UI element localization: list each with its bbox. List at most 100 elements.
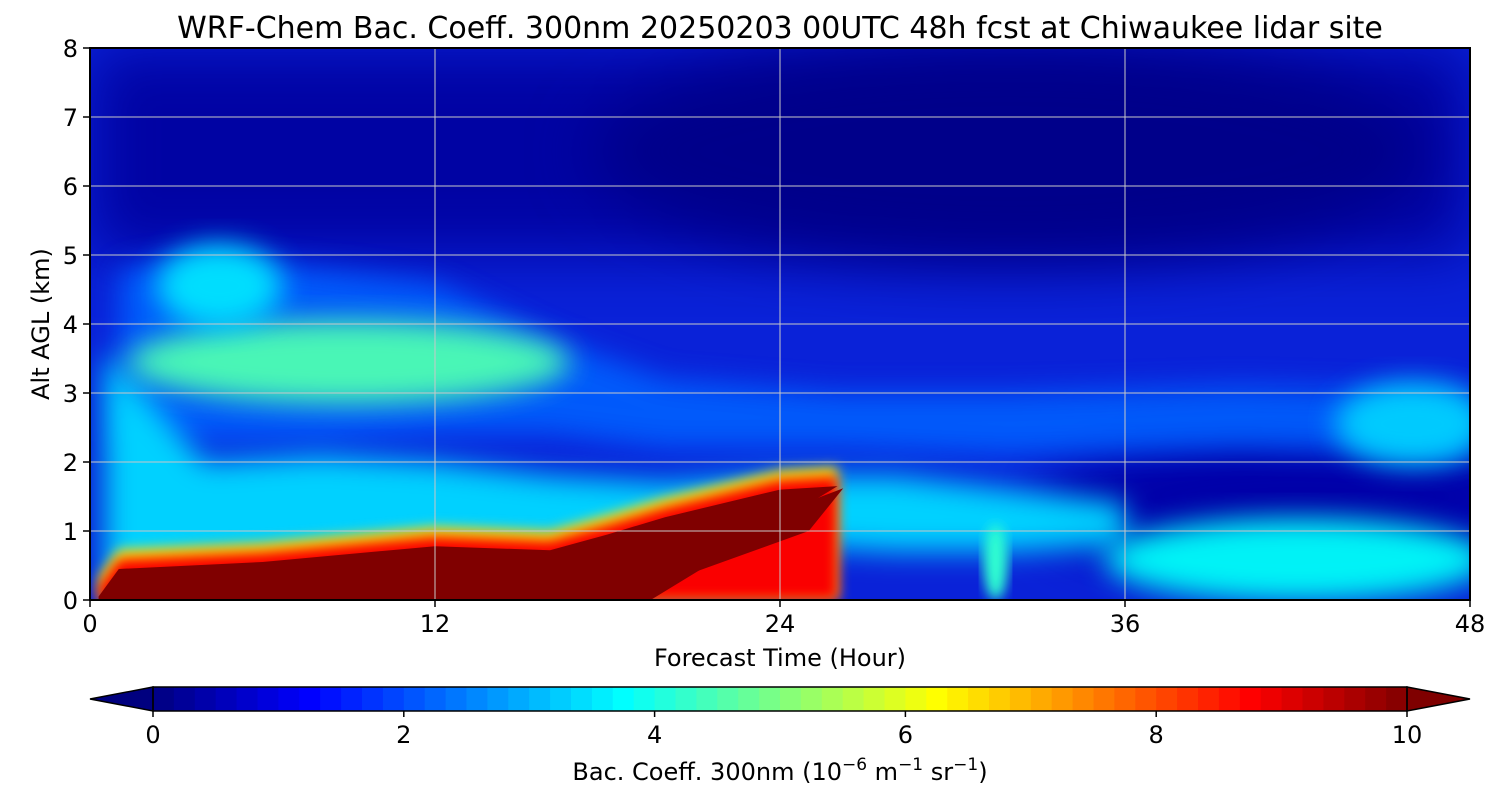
feature-2 bbox=[127, 319, 570, 404]
colorbar-segment bbox=[257, 687, 279, 711]
colorbar-label: Bac. Coeff. 300nm (10−6 m−1 sr−1) bbox=[572, 755, 987, 786]
colorbar-ticks: 0 2 4 6 8 10 bbox=[145, 711, 1422, 749]
colorbar-tick-label: 0 bbox=[145, 721, 160, 749]
x-tick-label: 48 bbox=[1455, 610, 1486, 638]
colorbar-label-mid1: m bbox=[867, 758, 898, 786]
y-tick-label: 5 bbox=[63, 242, 78, 270]
colorbar-segment bbox=[1344, 687, 1366, 711]
boundary-haze-layer bbox=[104, 351, 1125, 587]
colorbar-segment bbox=[989, 687, 1011, 711]
grid bbox=[90, 48, 1470, 600]
colorbar-segment bbox=[1365, 687, 1387, 711]
y-tick-label: 4 bbox=[63, 311, 78, 339]
chart-title: WRF-Chem Bac. Coeff. 300nm 20250203 00UT… bbox=[177, 11, 1383, 46]
colorbar-segment bbox=[466, 687, 488, 711]
colorbar-segment bbox=[821, 687, 844, 711]
y-tick-label: 3 bbox=[63, 380, 78, 408]
x-tick-label: 12 bbox=[420, 610, 451, 638]
colorbar-segment bbox=[884, 687, 906, 711]
colorbar-tick-label: 8 bbox=[1149, 721, 1164, 749]
plot-area bbox=[90, 48, 1470, 600]
colorbar-segment bbox=[1218, 687, 1241, 711]
colorbar-segment bbox=[926, 687, 948, 711]
colorbar-segment bbox=[842, 687, 865, 711]
colorbar-segment bbox=[1156, 687, 1178, 711]
colorbar-label-mid2: sr bbox=[923, 758, 953, 786]
y-tick-label: 7 bbox=[63, 104, 78, 132]
colorbar-segment bbox=[800, 687, 823, 711]
colorbar-segment bbox=[299, 687, 321, 711]
colorbar-extend-high bbox=[1406, 686, 1471, 712]
x-axis: 0 12 24 36 48 bbox=[82, 600, 1485, 638]
colorbar-tick-label: 10 bbox=[1392, 721, 1423, 749]
colorbar-segment bbox=[968, 687, 990, 711]
elevated-diffuse-layer bbox=[118, 255, 1470, 456]
x-tick-label: 24 bbox=[765, 610, 796, 638]
colorbar-segment bbox=[1009, 687, 1032, 711]
colorbar-segment bbox=[278, 687, 300, 711]
colorbar-segment bbox=[1114, 687, 1136, 711]
colorbar-segment bbox=[1323, 687, 1345, 711]
colorbar-segment bbox=[863, 687, 886, 711]
colorbar-segment bbox=[1135, 687, 1157, 711]
colorbar-segment bbox=[717, 687, 739, 711]
colorbar-frame bbox=[152, 686, 1408, 712]
colorbar-segments bbox=[153, 687, 1408, 711]
x-axis-label: Forecast Time (Hour) bbox=[654, 644, 906, 672]
colorbar-segment bbox=[905, 687, 927, 711]
colorbar-segment bbox=[696, 687, 718, 711]
colorbar-segment bbox=[320, 687, 342, 711]
y-axis: 0 1 2 3 4 5 6 7 8 bbox=[63, 35, 90, 615]
colorbar-tick-label: 4 bbox=[647, 721, 662, 749]
colorbar-segment bbox=[947, 687, 969, 711]
colorbar-segment bbox=[1260, 687, 1283, 711]
upper-clean-region bbox=[590, 48, 1430, 262]
colorbar-tick-label: 6 bbox=[898, 721, 913, 749]
colorbar-segment bbox=[424, 687, 447, 711]
y-tick-label: 1 bbox=[63, 518, 78, 546]
y-tick-label: 8 bbox=[63, 35, 78, 63]
colorbar-segment bbox=[529, 687, 551, 711]
colorbar-segment bbox=[759, 687, 781, 711]
colorbar-segment bbox=[571, 687, 593, 711]
colorbar-segment bbox=[236, 687, 259, 711]
colorbar-segment bbox=[675, 687, 697, 711]
colorbar-segment bbox=[1198, 687, 1220, 711]
colorbar-segment bbox=[508, 687, 530, 711]
y-tick-label: 6 bbox=[63, 173, 78, 201]
y-axis-label: Alt AGL (km) bbox=[27, 248, 55, 400]
colorbar-segment bbox=[1093, 687, 1115, 711]
colorbar-segment bbox=[1302, 687, 1324, 711]
colorbar-segment bbox=[1177, 687, 1199, 711]
feature-3 bbox=[156, 244, 283, 329]
colorbar-label-exp1: −6 bbox=[842, 755, 867, 775]
surface-layer-tongue bbox=[550, 488, 844, 600]
colorbar-label-exp3: −1 bbox=[953, 755, 978, 775]
colorbar-segment bbox=[341, 687, 363, 711]
colorbar-extend-low bbox=[89, 686, 154, 712]
y-tick-label: 0 bbox=[63, 587, 78, 615]
colorbar-segment bbox=[738, 687, 760, 711]
colorbar-segment bbox=[612, 687, 635, 711]
colorbar-segment bbox=[591, 687, 614, 711]
colorbar-tick-label: 2 bbox=[396, 721, 411, 749]
colorbar: 0 2 4 6 8 10 Bac. Coeff. 300nm (10−6 m−1 sr−1… bbox=[89, 686, 1471, 786]
colorbar-label-exp2: −1 bbox=[898, 755, 923, 775]
colorbar-segment bbox=[194, 687, 217, 711]
colorbar-segment bbox=[654, 687, 677, 711]
x-tick-label: 36 bbox=[1110, 610, 1141, 638]
colorbar-segment bbox=[215, 687, 238, 711]
colorbar-segment bbox=[1386, 687, 1408, 711]
colorbar-segment bbox=[633, 687, 656, 711]
x-tick-label: 0 bbox=[82, 610, 97, 638]
colorbar-segment bbox=[403, 687, 426, 711]
colorbar-segment bbox=[1072, 687, 1095, 711]
colorbar-segment bbox=[153, 687, 175, 711]
feature-5 bbox=[1335, 382, 1470, 467]
colorbar-segment bbox=[362, 687, 384, 711]
colorbar-segment bbox=[173, 687, 196, 711]
colorbar-segment bbox=[1281, 687, 1304, 711]
colorbar-segment bbox=[487, 687, 509, 711]
colorbar-segment bbox=[445, 687, 468, 711]
